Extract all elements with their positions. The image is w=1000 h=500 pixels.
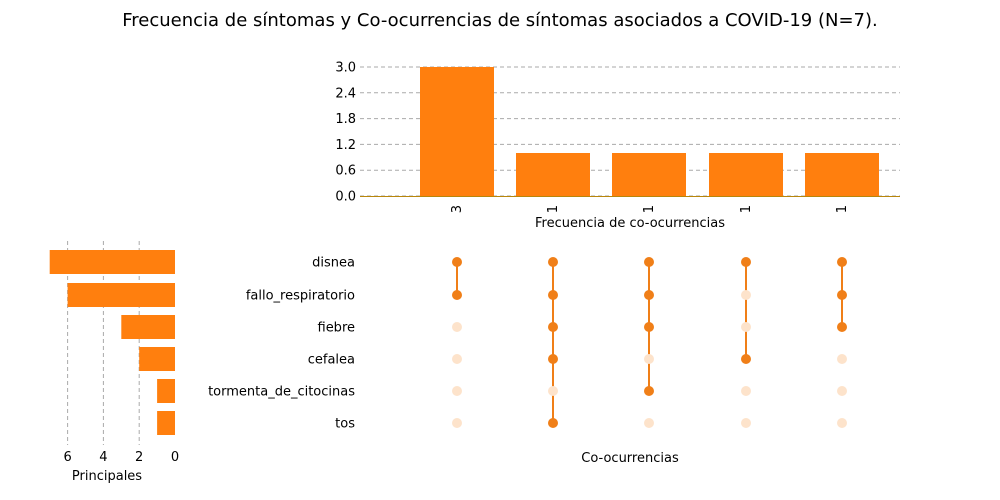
matrix-dot-inactive bbox=[837, 418, 847, 428]
matrix-dot-active bbox=[837, 322, 847, 332]
y-tick-label: 0.0 bbox=[335, 190, 356, 205]
bar-value-label: 1 bbox=[739, 205, 754, 213]
y-tick-label: 1.8 bbox=[335, 112, 356, 127]
y-tick-label: 3.0 bbox=[335, 61, 356, 76]
y-tick-label: 2.4 bbox=[335, 86, 356, 101]
matrix-dot-inactive bbox=[741, 418, 751, 428]
symptom-total-bar bbox=[157, 379, 175, 403]
matrix-dot-inactive bbox=[741, 322, 751, 332]
symptom-label: cefalea bbox=[308, 353, 355, 368]
matrix-dot-active bbox=[452, 257, 462, 267]
matrix-dot-active bbox=[644, 322, 654, 332]
matrix-dot-inactive bbox=[452, 418, 462, 428]
matrix-dot-active bbox=[548, 418, 558, 428]
symptom-label: tormenta_de_citocinas bbox=[208, 385, 355, 400]
y-tick-label: 1.2 bbox=[335, 138, 356, 153]
bar-value-label: 3 bbox=[450, 205, 465, 213]
x-tick-label: 4 bbox=[99, 450, 107, 465]
frequency-bar bbox=[805, 153, 879, 196]
totals-panel: 6 4 2 0 Principales bbox=[49, 241, 179, 484]
matrix-dot-inactive bbox=[741, 290, 751, 300]
frequency-bar bbox=[516, 153, 590, 196]
bar-value-label: 1 bbox=[642, 205, 657, 213]
symptom-total-bar bbox=[49, 250, 176, 274]
matrix-dot-active bbox=[741, 354, 751, 364]
matrix-dot-inactive bbox=[452, 322, 462, 332]
matrix-dot-active bbox=[644, 290, 654, 300]
left-x-axis-label: Principales bbox=[72, 469, 142, 484]
matrix-x-axis-label: Co-ocurrencias bbox=[581, 451, 679, 466]
x-tick-label: 6 bbox=[63, 450, 71, 465]
matrix-dot-active bbox=[837, 290, 847, 300]
symptom-label: tos bbox=[335, 417, 355, 432]
matrix-dot-inactive bbox=[452, 386, 462, 396]
matrix-dot-inactive bbox=[644, 354, 654, 364]
frequency-bar bbox=[612, 153, 686, 196]
symptom-total-bar bbox=[67, 283, 175, 307]
matrix-dot-inactive bbox=[837, 386, 847, 396]
matrix-dot-inactive bbox=[452, 354, 462, 364]
bar-value-label: 1 bbox=[835, 205, 850, 213]
matrix-dot-active bbox=[644, 257, 654, 267]
top-x-axis-label: Frecuencia de co-ocurrencias bbox=[535, 216, 725, 231]
symptom-label: fallo_respiratorio bbox=[246, 289, 355, 304]
matrix-dot-active bbox=[741, 257, 751, 267]
matrix-dot-active bbox=[548, 322, 558, 332]
matrix-dot-inactive bbox=[548, 386, 558, 396]
x-tick-label: 2 bbox=[135, 450, 143, 465]
symptom-label: fiebre bbox=[318, 321, 356, 336]
matrix-dot-inactive bbox=[741, 386, 751, 396]
chart-title: Frecuencia de síntomas y Co-ocurrencias … bbox=[122, 10, 878, 31]
co-occurrence-matrix: Co-ocurrencias bbox=[452, 257, 847, 466]
symptom-total-bar bbox=[121, 315, 175, 339]
matrix-dot-active bbox=[548, 257, 558, 267]
frequency-bar bbox=[709, 153, 783, 196]
symptom-label: disnea bbox=[312, 256, 355, 271]
frequency-panel: 0.0 0.6 1.2 1.8 2.4 3.0 3 1 1 1 1 Frecuencia de c… bbox=[335, 61, 900, 231]
matrix-dot-inactive bbox=[837, 354, 847, 364]
matrix-dot-active bbox=[837, 257, 847, 267]
symptom-total-bar bbox=[157, 411, 175, 435]
matrix-dot-active bbox=[644, 386, 654, 396]
matrix-dot-active bbox=[548, 354, 558, 364]
y-tick-label: 0.6 bbox=[335, 164, 356, 179]
x-tick-label: 0 bbox=[171, 450, 179, 465]
bar-value-label: 1 bbox=[546, 205, 561, 213]
frequency-bar bbox=[420, 67, 494, 196]
matrix-dot-active bbox=[452, 290, 462, 300]
matrix-dot-inactive bbox=[644, 418, 654, 428]
matrix-dot-active bbox=[548, 290, 558, 300]
symptom-total-bar bbox=[139, 347, 175, 371]
